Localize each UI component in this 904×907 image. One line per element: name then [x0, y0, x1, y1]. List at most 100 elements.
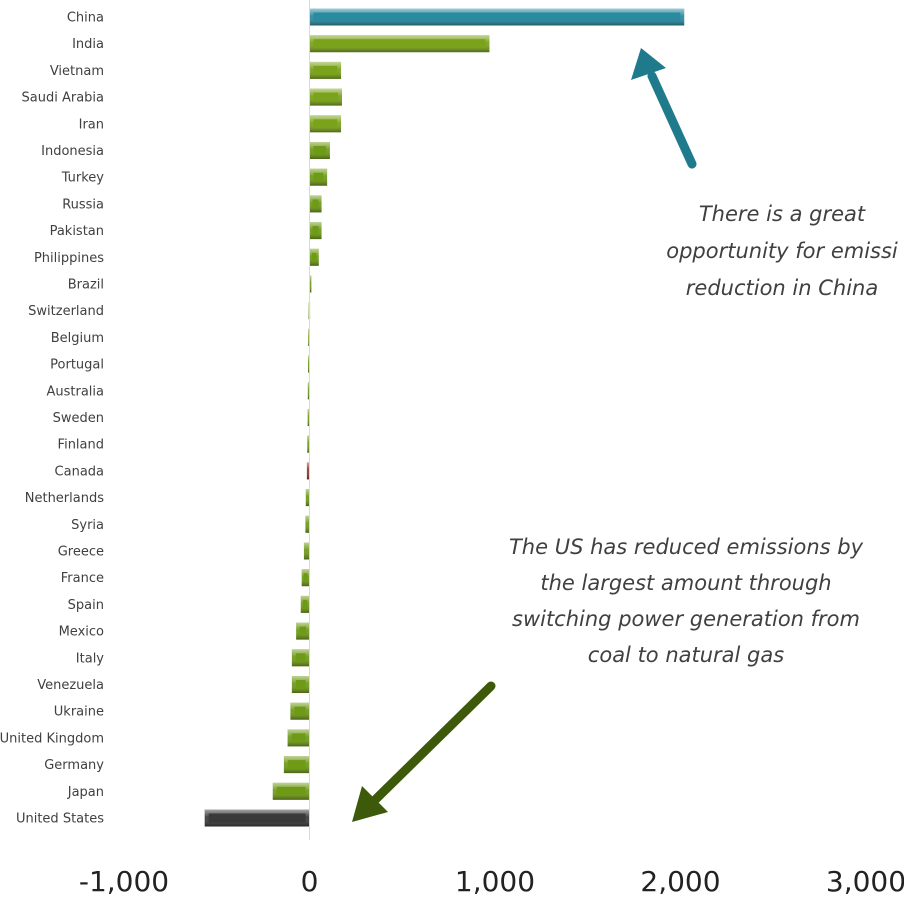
- us-annotation-line-3: switching power generation from: [512, 607, 860, 631]
- bar-face: [311, 252, 317, 262]
- bars-layer: [204, 8, 685, 827]
- bar-face: [313, 119, 338, 129]
- category-label: Netherlands: [25, 491, 104, 506]
- bar-india: [309, 35, 490, 53]
- bar-netherlands: [305, 489, 310, 507]
- bar-mexico: [296, 622, 310, 640]
- bar-face: [295, 680, 306, 689]
- bar-belgium: [308, 328, 310, 346]
- bar-face: [208, 813, 306, 823]
- category-label: Italy: [76, 651, 105, 666]
- category-label: India: [72, 37, 104, 52]
- x-tick-label: 2,000: [640, 865, 720, 898]
- china-annotation: There is a great opportunity for emissi …: [631, 48, 898, 300]
- bar-face: [295, 653, 306, 663]
- category-label: Philippines: [34, 251, 104, 266]
- china-annotation-line-3: reduction in China: [686, 276, 878, 300]
- bar-face: [303, 573, 308, 583]
- bar-face: [299, 626, 307, 636]
- bar-china: [309, 8, 685, 26]
- bar-united-kingdom: [287, 729, 310, 747]
- bar-bevel: [307, 409, 310, 426]
- bar-bevel: [308, 328, 310, 346]
- china-annotation-line-1: There is a great: [699, 202, 866, 226]
- category-label: Syria: [71, 518, 104, 533]
- bar-face: [291, 733, 306, 743]
- bar-finland: [307, 435, 310, 453]
- bar-iran: [309, 115, 342, 133]
- category-label: United States: [16, 812, 104, 827]
- bar-face: [313, 146, 326, 155]
- bar-face: [312, 226, 319, 236]
- x-tick-label: 1,000: [455, 865, 535, 898]
- category-label: Japan: [67, 785, 104, 800]
- bar-greece: [303, 542, 310, 560]
- category-label: Portugal: [50, 358, 104, 373]
- bar-face: [313, 12, 681, 22]
- category-label: Sweden: [53, 411, 104, 426]
- category-label: Venezuela: [37, 678, 104, 693]
- bar-face: [313, 92, 338, 102]
- bar-bevel: [303, 542, 310, 560]
- bar-vietnam: [309, 61, 342, 79]
- bar-italy: [291, 649, 310, 667]
- bar-japan: [272, 782, 310, 800]
- china-arrow: [647, 71, 697, 169]
- bar-bevel: [306, 462, 310, 480]
- x-tick-labels: -1,000 0 1,000 2,000 3,000: [79, 865, 904, 898]
- category-label: Greece: [58, 545, 104, 560]
- category-label: Mexico: [59, 625, 104, 640]
- x-tick-label: 0: [301, 865, 319, 898]
- bar-pakistan: [309, 222, 322, 240]
- category-label: Saudi Arabia: [22, 91, 105, 106]
- us-arrow: [370, 681, 496, 805]
- bar-australia: [307, 382, 310, 400]
- category-label: Switzerland: [28, 304, 104, 319]
- bar-canada: [306, 462, 310, 480]
- bar-face: [276, 786, 306, 796]
- category-label: Indonesia: [41, 144, 104, 159]
- bar-united-states: [204, 809, 310, 827]
- bar-face: [294, 706, 306, 716]
- bar-spain: [300, 595, 310, 613]
- bar-portugal: [308, 355, 310, 373]
- category-label: Brazil: [68, 278, 104, 293]
- category-label: Australia: [46, 384, 104, 399]
- x-tick-label: -1,000: [79, 865, 169, 898]
- bar-bevel: [305, 515, 310, 533]
- bar-face: [313, 39, 486, 49]
- bar-face: [312, 199, 319, 209]
- bar-indonesia: [309, 142, 330, 159]
- us-annotation-line-1: The US has reduced emissions by: [509, 535, 864, 559]
- bar-face: [287, 760, 306, 770]
- bar-saudi-arabia: [309, 88, 342, 106]
- category-label: Spain: [68, 598, 104, 613]
- china-annotation-line-2: opportunity for emissi: [666, 239, 898, 263]
- us-annotation-line-4: coal to natural gas: [588, 643, 784, 667]
- us-annotation-line-2: the largest amount through: [540, 571, 831, 595]
- category-label: Russia: [62, 197, 104, 212]
- bar-turkey: [309, 168, 328, 186]
- bar-bevel: [307, 382, 310, 400]
- category-labels: China India Vietnam Saudi Arabia Iran Indones…: [0, 11, 104, 827]
- category-label: United Kingdom: [0, 731, 104, 746]
- bar-venezuela: [291, 676, 310, 693]
- bar-france: [301, 569, 310, 587]
- bar-bevel: [309, 275, 312, 293]
- bar-ukraine: [290, 702, 310, 720]
- category-label: Finland: [58, 438, 104, 453]
- bar-bevel: [308, 355, 310, 373]
- china-arrow-head: [631, 48, 666, 80]
- bar-bevel: [305, 489, 310, 507]
- bar-germany: [283, 756, 310, 774]
- bar-sweden: [307, 409, 310, 426]
- bar-face: [313, 65, 338, 75]
- bar-face: [313, 172, 324, 182]
- category-label: China: [67, 11, 104, 26]
- x-tick-label: 3,000: [826, 865, 904, 898]
- category-label: Iran: [79, 117, 104, 132]
- category-label: Canada: [55, 464, 104, 479]
- category-label: Pakistan: [50, 224, 104, 239]
- category-label: France: [61, 571, 104, 586]
